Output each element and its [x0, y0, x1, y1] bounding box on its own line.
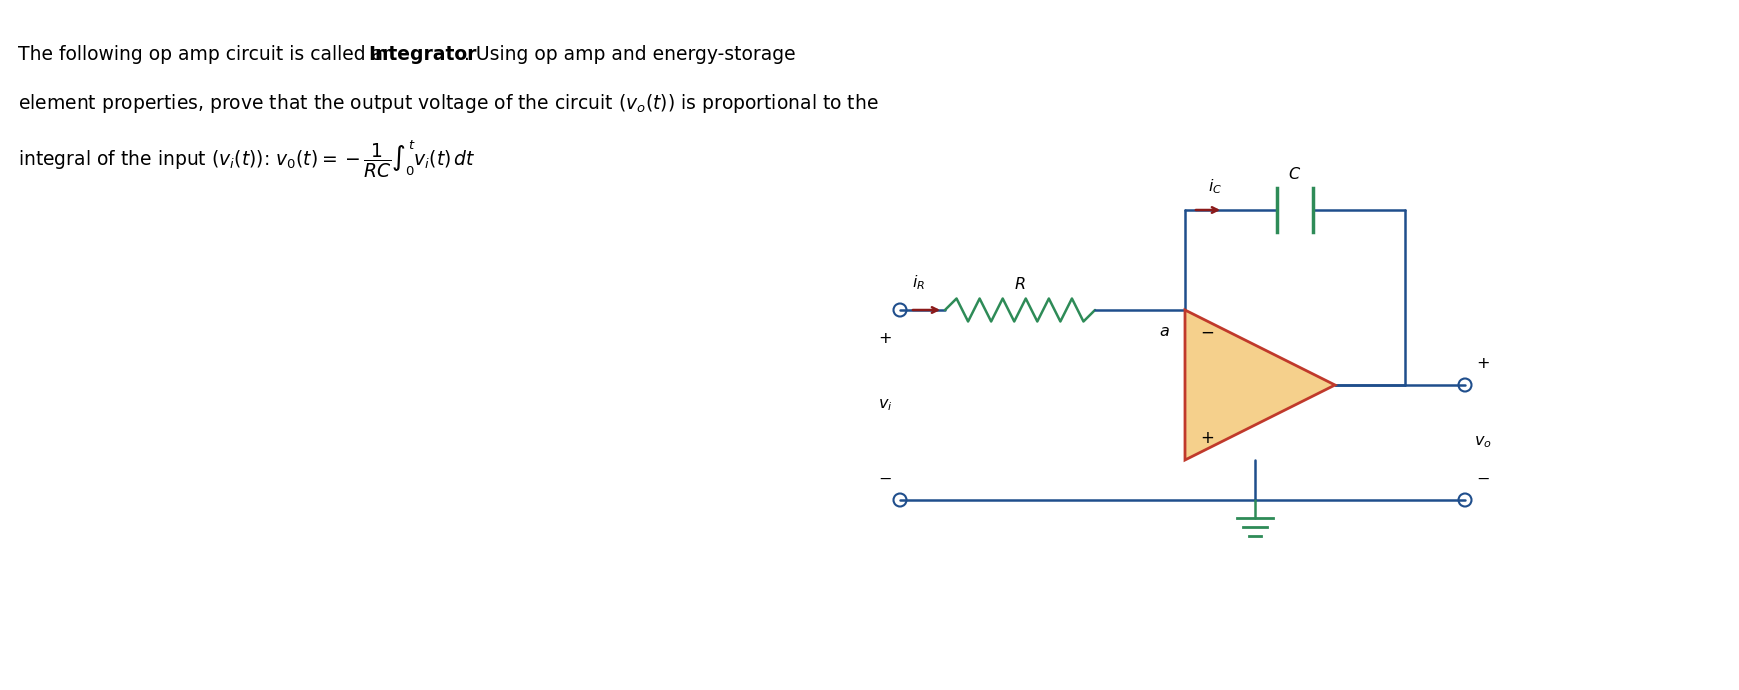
- Text: Integrator: Integrator: [367, 45, 476, 64]
- Text: element properties, prove that the output voltage of the circuit ($v_o(t)$) is p: element properties, prove that the outpu…: [17, 92, 878, 115]
- Text: $C$: $C$: [1287, 166, 1301, 182]
- Text: $i_R$: $i_R$: [911, 273, 925, 292]
- Text: $+$: $+$: [878, 331, 892, 346]
- Text: $+$: $+$: [1475, 355, 1489, 371]
- Polygon shape: [1184, 310, 1334, 460]
- Text: $-$: $-$: [878, 471, 892, 486]
- Text: $+$: $+$: [1200, 429, 1214, 447]
- Text: $a$: $a$: [1158, 324, 1169, 339]
- Text: . Using op amp and energy-storage: . Using op amp and energy-storage: [463, 45, 795, 64]
- Text: integral of the input ($v_i(t)$): $v_0(t) = -\dfrac{1}{RC}\int_0^t v_i(t)\,dt$: integral of the input ($v_i(t)$): $v_0(t…: [17, 139, 475, 180]
- Text: $-$: $-$: [1200, 323, 1214, 341]
- Text: $-$: $-$: [1475, 471, 1489, 486]
- Text: $R$: $R$: [1014, 276, 1026, 292]
- Text: $v_i$: $v_i$: [876, 397, 892, 413]
- Text: The following op amp circuit is called an: The following op amp circuit is called a…: [17, 45, 400, 64]
- Text: $v_o$: $v_o$: [1473, 435, 1490, 451]
- Text: $i_C$: $i_C$: [1207, 177, 1221, 196]
